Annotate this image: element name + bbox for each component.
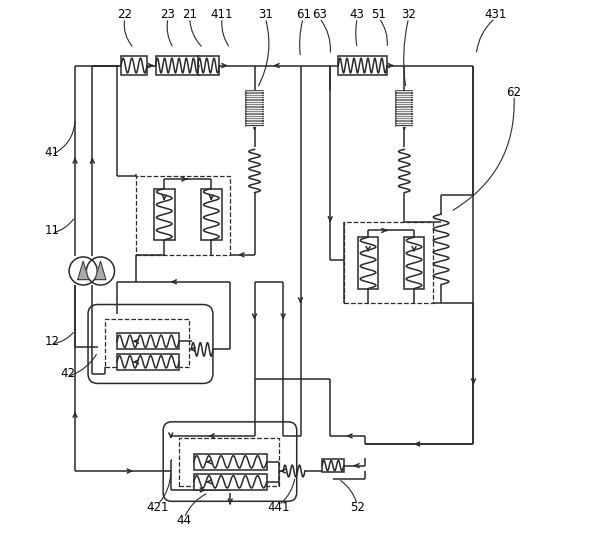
Bar — [194, 454, 267, 470]
Text: 32: 32 — [401, 8, 416, 21]
Bar — [322, 459, 344, 473]
Text: 21: 21 — [182, 8, 197, 21]
Text: 23: 23 — [160, 8, 175, 21]
Bar — [338, 56, 387, 75]
Bar — [154, 189, 174, 240]
Text: 22: 22 — [117, 8, 132, 21]
Bar — [121, 56, 147, 75]
Text: 43: 43 — [350, 8, 365, 21]
Bar — [344, 222, 433, 304]
Bar — [179, 437, 279, 486]
Bar — [246, 91, 263, 126]
Text: 431: 431 — [484, 8, 506, 21]
Text: 411: 411 — [211, 8, 233, 21]
Text: 44: 44 — [177, 514, 192, 527]
Text: 11: 11 — [44, 224, 59, 237]
Bar — [198, 56, 219, 75]
Text: 62: 62 — [507, 86, 522, 99]
Text: 52: 52 — [350, 501, 365, 514]
Bar — [396, 91, 412, 126]
Bar — [117, 333, 179, 350]
Bar — [117, 354, 179, 370]
Bar — [194, 474, 267, 490]
Text: 12: 12 — [44, 335, 59, 348]
Bar — [156, 56, 199, 75]
Bar — [136, 176, 230, 255]
Bar — [358, 237, 379, 288]
Text: 42: 42 — [61, 367, 76, 380]
Bar — [201, 189, 222, 240]
Bar — [404, 237, 424, 288]
Text: 63: 63 — [312, 8, 327, 21]
Text: 441: 441 — [267, 501, 290, 514]
Text: 41: 41 — [44, 146, 59, 159]
Text: 31: 31 — [258, 8, 273, 21]
Text: 61: 61 — [296, 8, 311, 21]
Text: 51: 51 — [371, 8, 386, 21]
Polygon shape — [78, 261, 88, 280]
Polygon shape — [95, 261, 106, 280]
Bar — [105, 319, 189, 367]
Text: 421: 421 — [146, 501, 168, 514]
